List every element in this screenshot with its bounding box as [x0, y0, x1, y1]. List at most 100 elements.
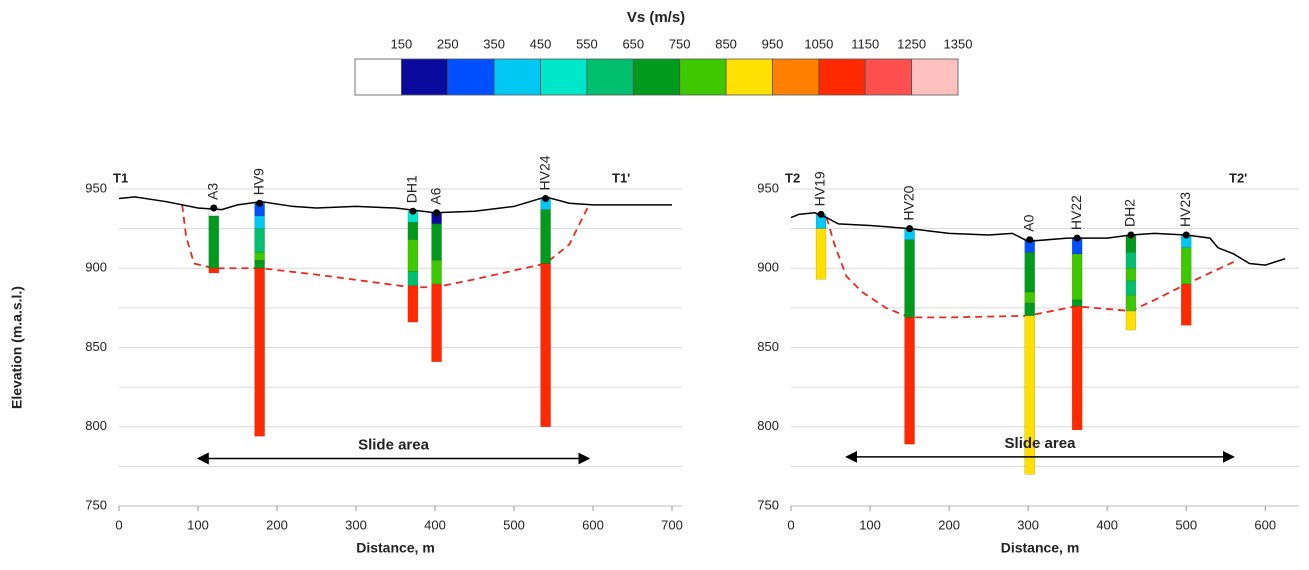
y-tick-label: 950 [85, 180, 107, 195]
colorbar-tick-label: 150 [391, 36, 413, 51]
y-tick-label: 750 [757, 497, 779, 512]
colorbar-box [911, 58, 959, 96]
ground-surface [118, 196, 672, 214]
x-tick-label: 0 [115, 517, 122, 532]
y-tick-label: 950 [757, 180, 779, 195]
borehole-layer [407, 222, 419, 240]
slide-surface [825, 217, 1235, 319]
borehole-top [256, 199, 264, 207]
borehole-layer [431, 260, 442, 285]
borehole-layer [1125, 294, 1137, 312]
x-tick-label: 200 [266, 517, 288, 532]
y-tick-label: 900 [757, 260, 779, 275]
borehole-layer [815, 228, 827, 280]
x-tick-label: 200 [938, 517, 960, 532]
borehole-layer [1071, 306, 1083, 431]
colorbar-tick-label: 1250 [897, 36, 926, 51]
borehole-layer [1071, 253, 1083, 301]
borehole-layer [1071, 299, 1083, 307]
borehole-label: A6 [427, 187, 443, 204]
x-axis-label: Distance, m [1001, 540, 1080, 556]
borehole-layer [431, 223, 442, 261]
borehole-label: HV20 [900, 185, 916, 220]
borehole-label: HV23 [1177, 192, 1193, 227]
borehole-layer [1024, 302, 1035, 317]
slide-area-label: Slide area [358, 436, 430, 453]
borehole-layer [904, 239, 915, 318]
colorbar-tick-label: 1150 [851, 36, 879, 51]
y-tick-label: 850 [757, 339, 779, 354]
x-tick-label: 100 [187, 517, 209, 532]
x-tick-label: 500 [1175, 517, 1197, 532]
colorbar-box [864, 58, 913, 96]
x-tick-label: 600 [582, 517, 604, 532]
borehole-top [542, 195, 550, 203]
section-label: T1' [612, 170, 630, 185]
colorbar-box [725, 58, 773, 96]
borehole-layer [1125, 268, 1137, 282]
y-tick-label: 850 [85, 339, 107, 354]
x-tick-label: 300 [1017, 517, 1039, 532]
colorbar-tick-label: 250 [437, 36, 459, 51]
borehole-layer [254, 252, 265, 261]
x-tick-label: 0 [787, 517, 794, 532]
section-label: T2 [785, 170, 800, 185]
borehole-layer [1024, 291, 1035, 304]
borehole-label: A0 [1020, 214, 1036, 231]
borehole-layer [1125, 252, 1137, 269]
borehole-layer [904, 317, 915, 445]
colorbar-box [679, 58, 727, 96]
borehole-layer [1125, 280, 1137, 296]
x-tick-label: 100 [859, 517, 881, 532]
colorbar-box [540, 58, 588, 96]
slide-surface [181, 204, 590, 289]
borehole-layer [254, 215, 265, 229]
colorbar-tick-label: 550 [576, 36, 598, 51]
colorbar-tick-label: 650 [622, 36, 644, 51]
colorbar-tick-label: 1050 [804, 36, 833, 51]
y-tick-label: 800 [757, 418, 779, 433]
x-tick-label: 500 [503, 517, 525, 532]
colorbar-tick-label: 1350 [944, 36, 973, 51]
x-tick-label: 700 [661, 517, 683, 532]
x-axis-label: Distance, m [356, 540, 435, 556]
borehole-label: A3 [205, 183, 221, 200]
borehole-label: HV9 [250, 168, 266, 195]
borehole-layer [540, 209, 551, 264]
borehole-layer [407, 285, 419, 323]
borehole-label: HV22 [1068, 195, 1084, 230]
borehole-top [210, 204, 218, 212]
borehole-label: DH1 [404, 175, 420, 203]
y-tick-label: 800 [85, 418, 107, 433]
y-tick-label: 900 [85, 260, 107, 275]
borehole-layer [254, 268, 265, 437]
borehole-label: DH2 [1122, 199, 1138, 227]
y-tick-label: 750 [85, 497, 107, 512]
section-label: T1 [113, 170, 128, 185]
colorbar-box [818, 58, 866, 96]
borehole-layer [208, 268, 220, 274]
colorbar-box [400, 58, 449, 96]
colorbar-tick-label: 450 [530, 36, 552, 51]
borehole-layer [208, 215, 220, 269]
borehole-layer [1125, 310, 1137, 331]
x-tick-label: 300 [345, 517, 367, 532]
section-label: T2' [1229, 170, 1247, 185]
slide-area-label: Slide area [1005, 435, 1077, 452]
colorbar-box [632, 58, 681, 96]
colorbar-tick-label: 350 [483, 36, 505, 51]
x-tick-label: 400 [1096, 517, 1118, 532]
borehole-layer [540, 263, 551, 427]
borehole-layer [431, 283, 442, 363]
colorbar-box [772, 58, 820, 96]
borehole-label: HV19 [812, 171, 828, 206]
colorbar-tick-label: 850 [715, 36, 737, 51]
x-tick-label: 600 [1254, 517, 1276, 532]
borehole-top [409, 207, 417, 215]
colorbar-title: Vs (m/s) [627, 9, 685, 26]
borehole-layer [1024, 315, 1035, 475]
borehole-layer [254, 228, 265, 253]
borehole-layer [1180, 247, 1192, 285]
colorbar-box [586, 58, 634, 96]
borehole-layer [407, 239, 419, 272]
